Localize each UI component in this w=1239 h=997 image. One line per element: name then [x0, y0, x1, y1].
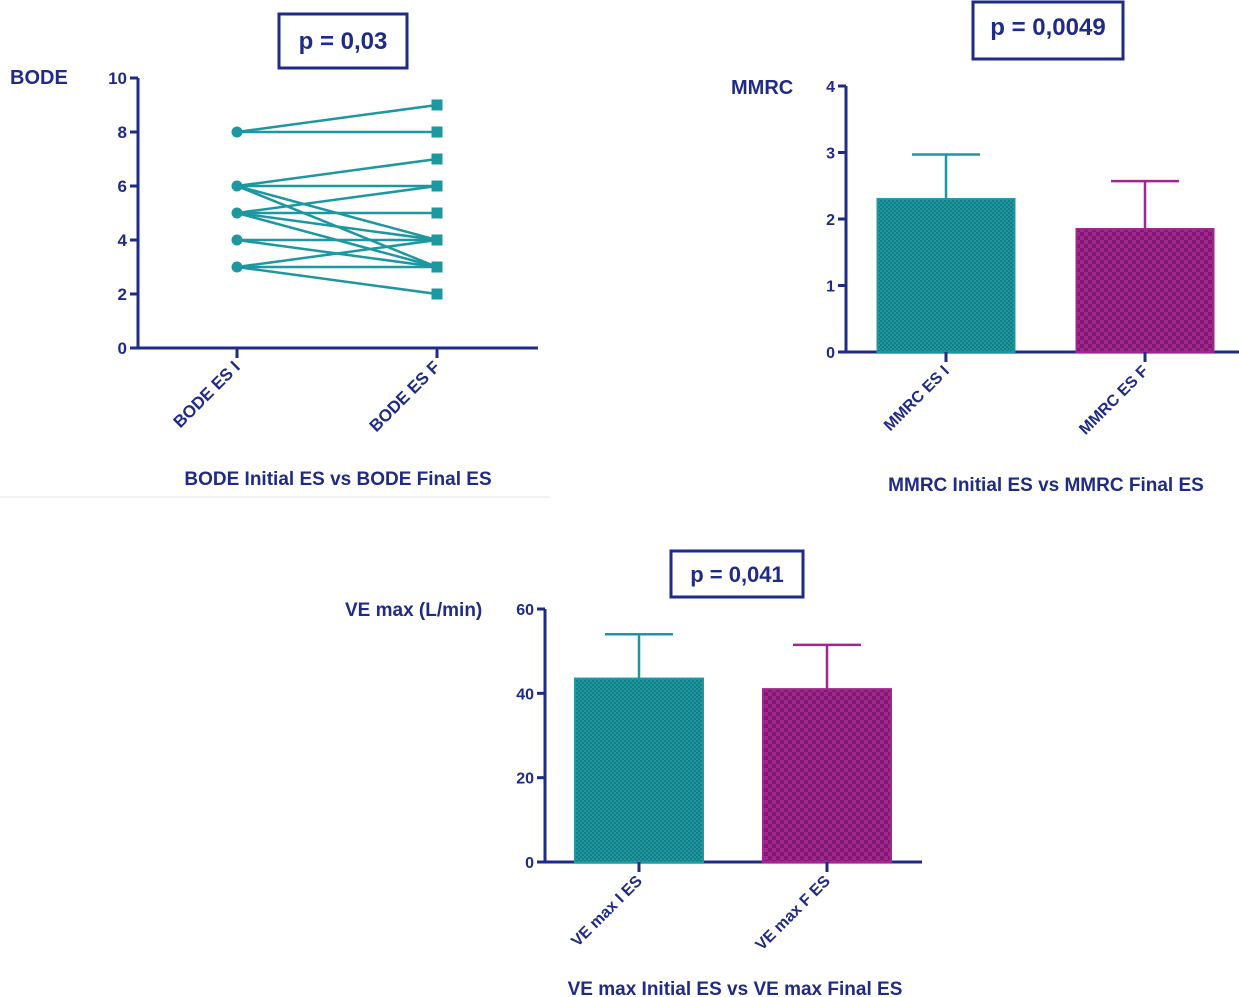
final-point — [431, 153, 443, 165]
final-point — [431, 207, 443, 219]
x-category-label: VE max F ES — [753, 873, 834, 954]
y-tick-label: 2 — [118, 285, 127, 304]
paired-line — [236, 265, 438, 296]
y-tick-label: 4 — [118, 231, 128, 250]
p-value-label: p = 0,03 — [299, 28, 388, 55]
final-point — [431, 234, 443, 246]
y-ticks: 0 20 40 60 — [516, 602, 545, 872]
mmrc-chart: p = 0,0049 MMRC 0 1 2 3 4 MMRC ES I MMRC ES F… — [731, 0, 1239, 496]
y-axis-label: BODE — [10, 67, 68, 89]
final-point — [431, 99, 443, 111]
initial-point — [231, 261, 243, 273]
paired-line — [236, 103, 438, 134]
y-tick-label: 0 — [826, 345, 835, 362]
paired-lines — [236, 103, 438, 296]
y-tick-label: 1 — [826, 279, 835, 296]
y-tick-label: 3 — [826, 146, 835, 163]
initial-point — [231, 234, 243, 246]
y-tick-label: 8 — [118, 123, 127, 142]
bar — [1075, 227, 1215, 354]
y-tick-label: 20 — [516, 771, 534, 788]
paired-line — [236, 184, 438, 215]
x-category-label: BODE ES F — [366, 357, 444, 435]
bar — [574, 677, 704, 864]
final-point — [431, 288, 443, 300]
paired-line — [236, 238, 438, 269]
final-point — [431, 261, 443, 273]
bars — [574, 633, 892, 864]
y-tick-label: 6 — [118, 177, 127, 196]
x-category-label: VE max I ES — [568, 873, 646, 951]
y-tick-label: 40 — [516, 686, 534, 703]
final-point — [431, 126, 443, 138]
x-axis-title: BODE Initial ES vs BODE Final ES — [184, 469, 491, 490]
p-value-label: p = 0,0049 — [990, 14, 1105, 41]
y-tick-label: 10 — [108, 69, 127, 88]
y-axis-label: VE max (L/min) — [345, 600, 482, 621]
x-category-labels: VE max I ES VE max F ES — [568, 862, 834, 954]
x-category-label: BODE ES I — [170, 357, 244, 431]
y-axis-label: MMRC — [731, 77, 793, 99]
y-tick-label: 60 — [516, 602, 534, 619]
initial-point — [231, 126, 243, 138]
x-axis-title: MMRC Initial ES vs MMRC Final ES — [888, 475, 1204, 496]
y-tick-label: 4 — [826, 79, 835, 96]
p-value-box — [277, 12, 409, 70]
ve-max-chart: p = 0,041 VE max (L/min) 0 20 40 60 VE max … — [345, 549, 922, 997]
bar — [876, 198, 1016, 353]
paired-line — [236, 211, 438, 242]
y-tick-label: 0 — [118, 339, 127, 358]
x-category-label: MMRC ES F — [1076, 363, 1152, 439]
y-ticks: 0 2 4 6 8 10 — [108, 69, 138, 358]
final-point — [431, 180, 443, 192]
x-category-label: MMRC ES I — [881, 363, 953, 435]
y-ticks: 0 1 2 3 4 — [826, 79, 846, 362]
x-category-labels: BODE ES I BODE ES F — [170, 348, 444, 436]
bar — [762, 688, 892, 863]
p-value-box — [669, 549, 805, 599]
p-value-box — [971, 0, 1125, 61]
y-tick-label: 2 — [826, 212, 835, 229]
y-tick-label: 0 — [525, 855, 534, 872]
x-axis-title: VE max Initial ES vs VE max Final ES — [568, 979, 903, 997]
initial-point — [231, 207, 243, 219]
p-value-label: p = 0,041 — [690, 562, 784, 587]
bars — [876, 153, 1215, 354]
data-points — [231, 99, 443, 300]
x-category-labels: MMRC ES I MMRC ES F — [881, 352, 1152, 438]
paired-line — [236, 157, 438, 188]
initial-point — [231, 180, 243, 192]
bode-chart: p = 0,03 BODE 0 2 4 6 8 10 BODE ES I BODE ES F… — [10, 12, 538, 490]
